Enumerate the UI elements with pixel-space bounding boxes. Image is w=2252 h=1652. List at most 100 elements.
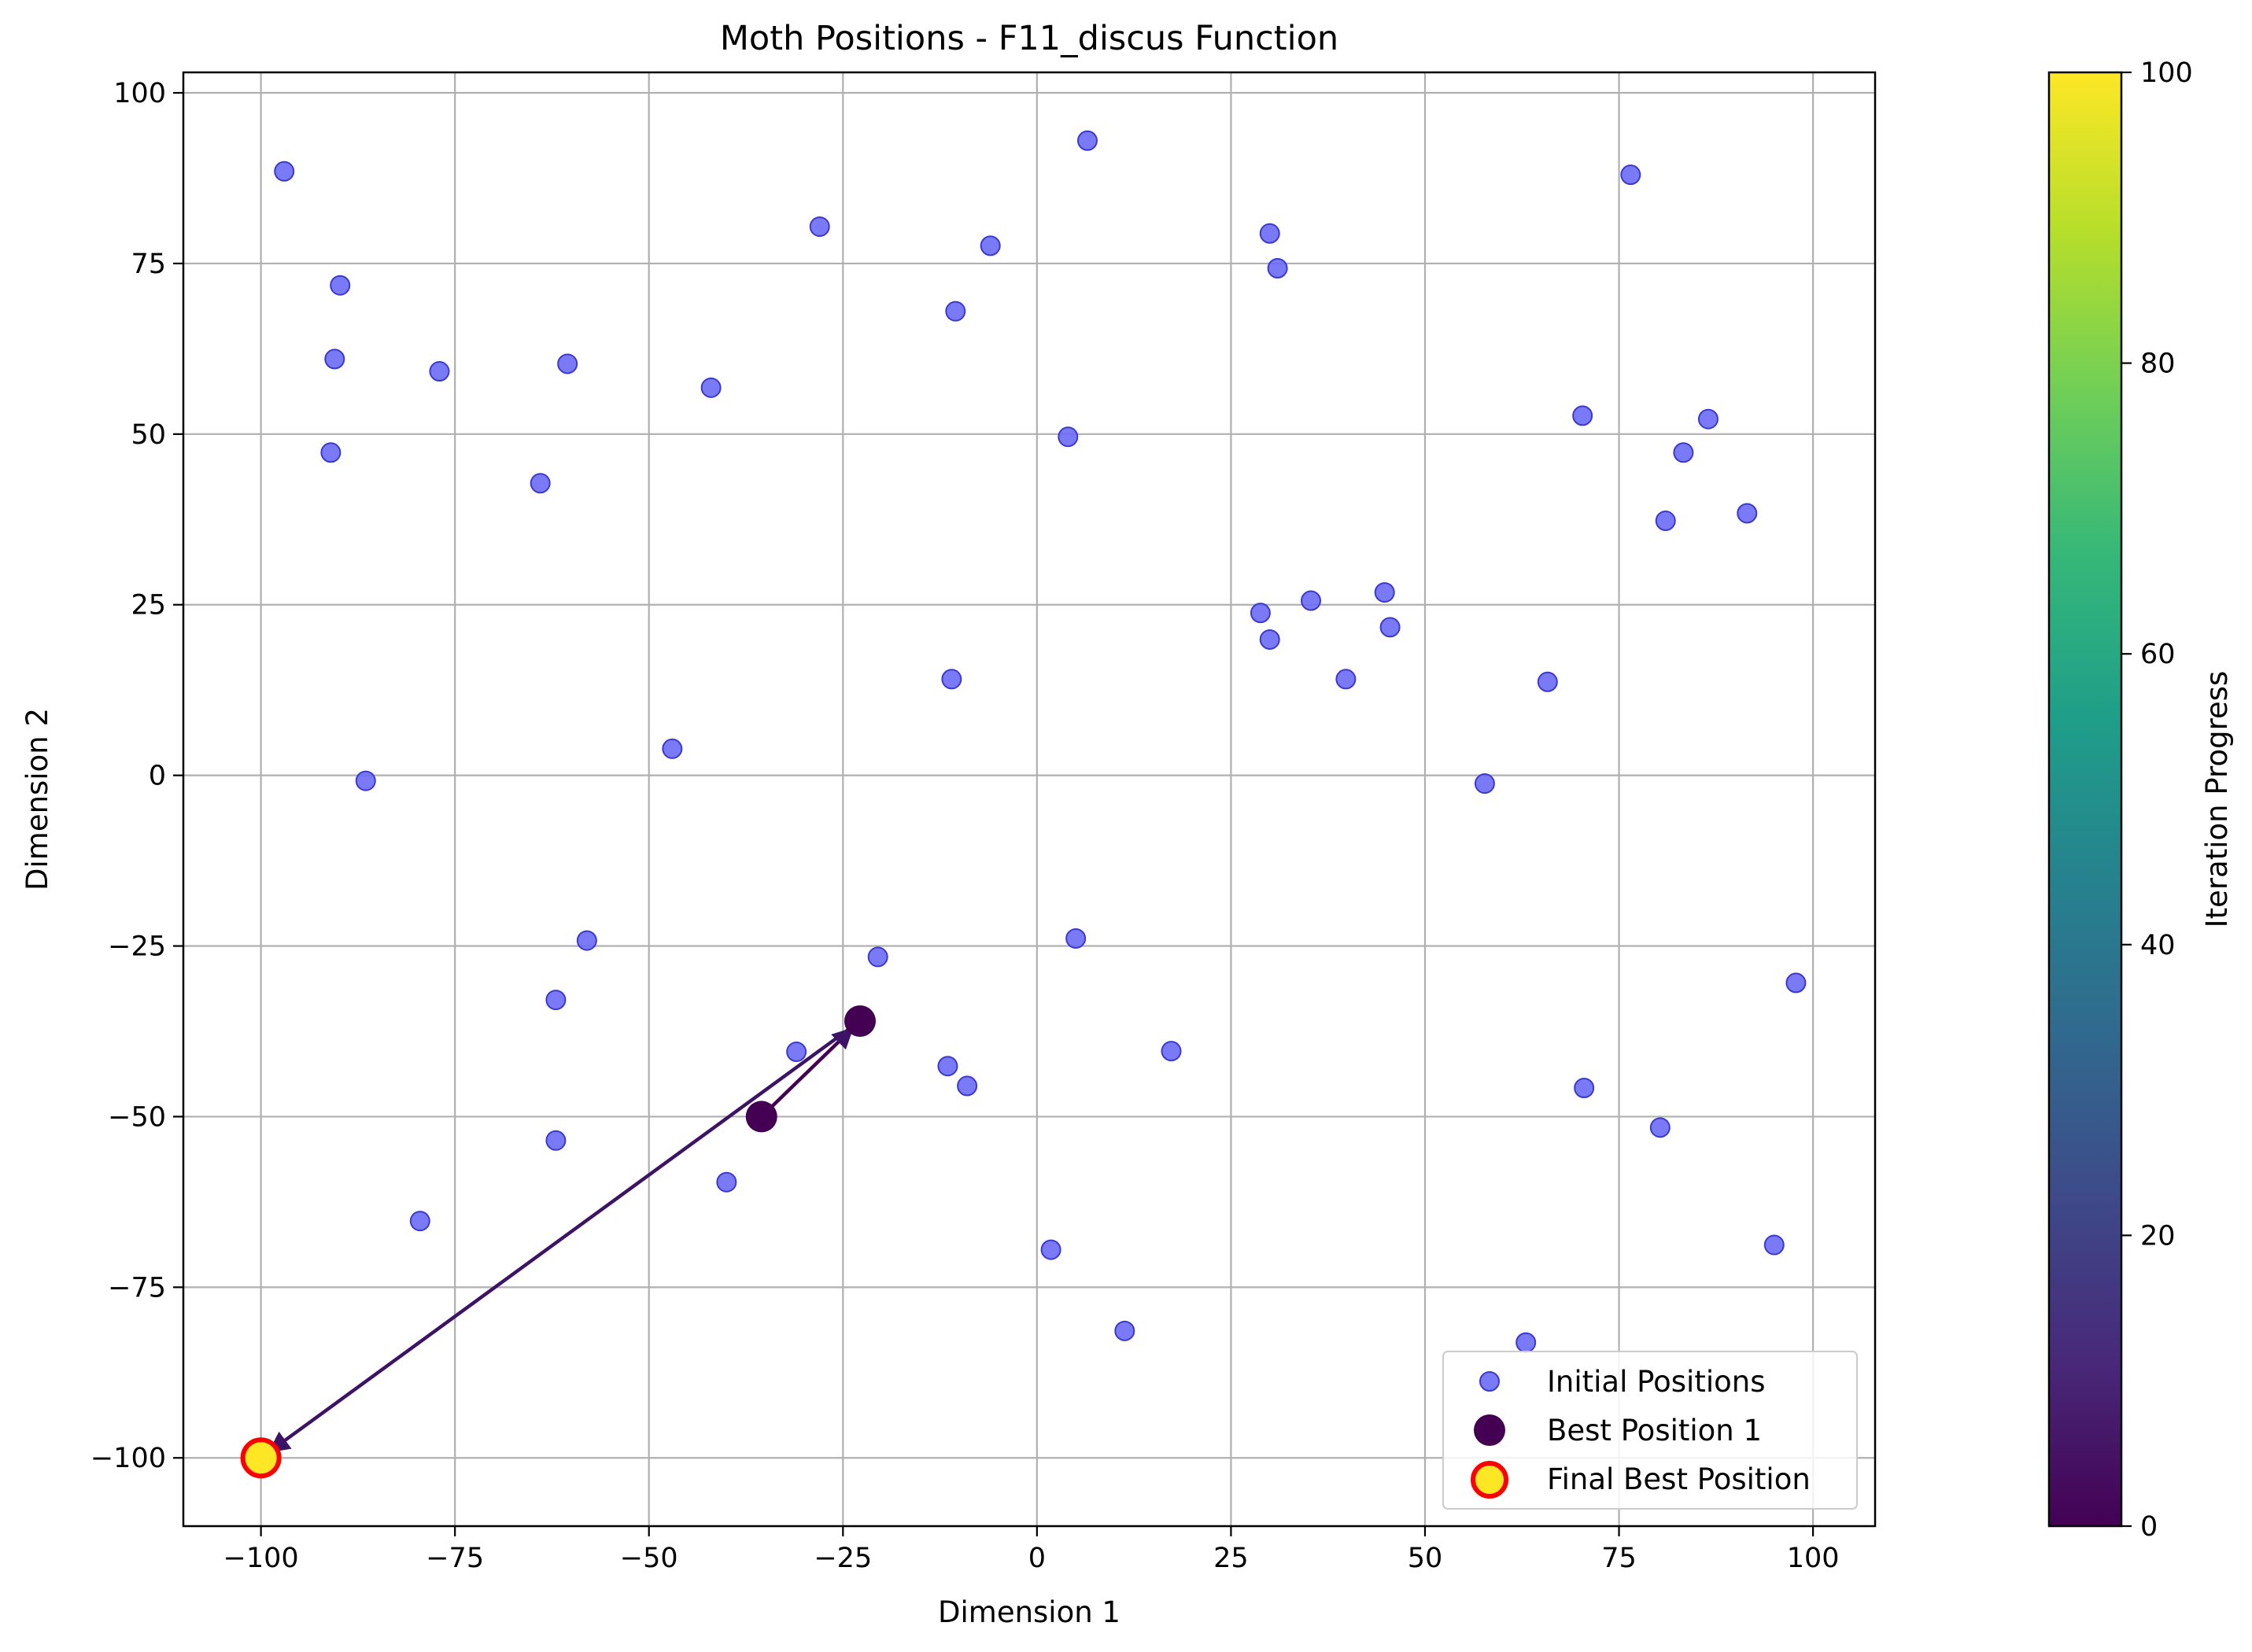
- initial-positions-series: [274, 130, 1807, 1353]
- initial-position-point: [320, 442, 341, 463]
- initial-position-point: [1655, 511, 1676, 532]
- initial-position-point: [1076, 130, 1098, 151]
- initial-position-point: [716, 1171, 737, 1193]
- legend-box: [1442, 1351, 1858, 1510]
- initial-position-point: [941, 669, 962, 690]
- initial-position-point: [330, 275, 351, 296]
- y-axis-label: Dimension 2: [20, 708, 54, 891]
- initial-position-point: [429, 361, 450, 382]
- initial-position-point: [700, 377, 722, 398]
- initial-position-point: [1379, 617, 1401, 638]
- initial-position-point: [1259, 223, 1280, 244]
- initial-position-point: [1697, 408, 1719, 430]
- initial-position-point: [1335, 669, 1357, 690]
- initial-position-point: [1474, 773, 1495, 795]
- initial-position-point: [1267, 258, 1288, 279]
- initial-position-point: [1040, 1239, 1061, 1260]
- initial-position-point: [867, 946, 888, 968]
- y-tick-label: −100: [90, 1443, 166, 1474]
- grid: [183, 72, 1875, 1526]
- trajectory-arrow: [760, 1027, 854, 1119]
- initial-position-point: [786, 1042, 807, 1063]
- arrows: [268, 1020, 862, 1453]
- initial-position-point: [1065, 927, 1087, 949]
- x-tick-label: 100: [1787, 1543, 1840, 1574]
- initial-position-point: [1649, 1117, 1671, 1138]
- initial-position-point: [1250, 603, 1271, 624]
- initial-position-point: [957, 1075, 978, 1097]
- trajectory-arrow: [268, 1020, 862, 1453]
- initial-position-point: [1515, 1332, 1537, 1353]
- colorbar-tick-label: 40: [2140, 930, 2176, 961]
- colorbar: 0 20 40 60 80 100 Iteration Progress: [2047, 57, 2234, 1543]
- legend-marker-final: [1471, 1461, 1508, 1499]
- initial-position-point: [274, 160, 295, 182]
- initial-position-point: [1763, 1234, 1785, 1256]
- initial-position-point: [1301, 590, 1322, 611]
- colorbar-tick-label: 0: [2140, 1511, 2158, 1543]
- y-tick-label: 50: [131, 419, 166, 451]
- x-tick-label: 50: [1408, 1543, 1443, 1574]
- best-position-series: [745, 1005, 876, 1133]
- x-tick-label: −100: [223, 1543, 299, 1574]
- initial-position-point: [809, 216, 830, 238]
- legend: Initial Positions Best Position 1 Final …: [1442, 1351, 1858, 1510]
- y-tick-label: 25: [131, 590, 166, 621]
- initial-position-point: [545, 1130, 567, 1151]
- initial-position-point: [1374, 582, 1395, 603]
- x-tick-label: −75: [426, 1543, 484, 1574]
- initial-position-point: [1161, 1041, 1182, 1062]
- x-tick-label: −25: [814, 1543, 872, 1574]
- x-tick-label: 75: [1601, 1543, 1637, 1574]
- final-best-point: [240, 1437, 282, 1479]
- initial-position-point: [530, 473, 551, 494]
- legend-marker-best: [1474, 1414, 1505, 1446]
- x-tick-label: 0: [1028, 1543, 1046, 1574]
- best-position-point: [745, 1101, 777, 1133]
- initial-position-point: [1058, 426, 1079, 448]
- plot-area: [183, 72, 1875, 1526]
- colorbar-tick-label: 100: [2140, 57, 2193, 89]
- y-tick-label: 75: [131, 249, 166, 280]
- initial-position-point: [945, 301, 966, 322]
- initial-position-point: [1572, 405, 1593, 426]
- x-tick-label: −50: [620, 1543, 678, 1574]
- y-tick-label: −25: [108, 931, 166, 963]
- x-axis-ticks: −100 −75 −50 −25 0 25 50 75 100: [223, 1526, 1840, 1574]
- initial-position-point: [1574, 1077, 1595, 1098]
- legend-label-final: Final Best Position: [1547, 1462, 1811, 1496]
- colorbar-gradient: [2047, 71, 2123, 1528]
- y-tick-label: −50: [108, 1101, 166, 1133]
- colorbar-ticks: 0 20 40 60 80 100: [2121, 57, 2193, 1543]
- x-axis-label: Dimension 1: [938, 1595, 1120, 1629]
- chart-title: Moth Positions - F11_discus Function: [720, 19, 1338, 58]
- initial-position-point: [980, 235, 1001, 256]
- initial-position-point: [937, 1056, 958, 1077]
- initial-position-point: [545, 990, 567, 1011]
- initial-position-point: [1673, 442, 1694, 463]
- y-tick-label: −75: [108, 1272, 166, 1304]
- legend-label-best: Best Position 1: [1547, 1414, 1762, 1447]
- initial-position-point: [324, 348, 345, 370]
- initial-position-point: [355, 770, 376, 791]
- legend-label-initial: Initial Positions: [1547, 1365, 1765, 1399]
- colorbar-tick-label: 80: [2140, 348, 2176, 380]
- x-tick-label: 25: [1213, 1543, 1249, 1574]
- initial-position-point: [1259, 629, 1280, 650]
- initial-position-point: [1537, 671, 1558, 692]
- y-axis-ticks: −100 −75 −50 −25 0 25 50 75 100: [90, 78, 183, 1474]
- legend-marker-initial: [1479, 1371, 1500, 1392]
- initial-position-point: [1737, 503, 1758, 524]
- initial-position-point: [1620, 164, 1641, 186]
- best-position-point: [844, 1005, 876, 1037]
- plot-frame: [182, 71, 1877, 1528]
- initial-position-point: [409, 1211, 430, 1232]
- initial-position-point: [557, 353, 578, 374]
- colorbar-tick-label: 60: [2140, 639, 2176, 670]
- colorbar-tick-label: 20: [2140, 1220, 2176, 1252]
- y-tick-label: 0: [149, 761, 166, 792]
- initial-position-point: [1785, 972, 1807, 994]
- initial-position-point: [576, 930, 597, 951]
- y-tick-label: 100: [113, 78, 166, 109]
